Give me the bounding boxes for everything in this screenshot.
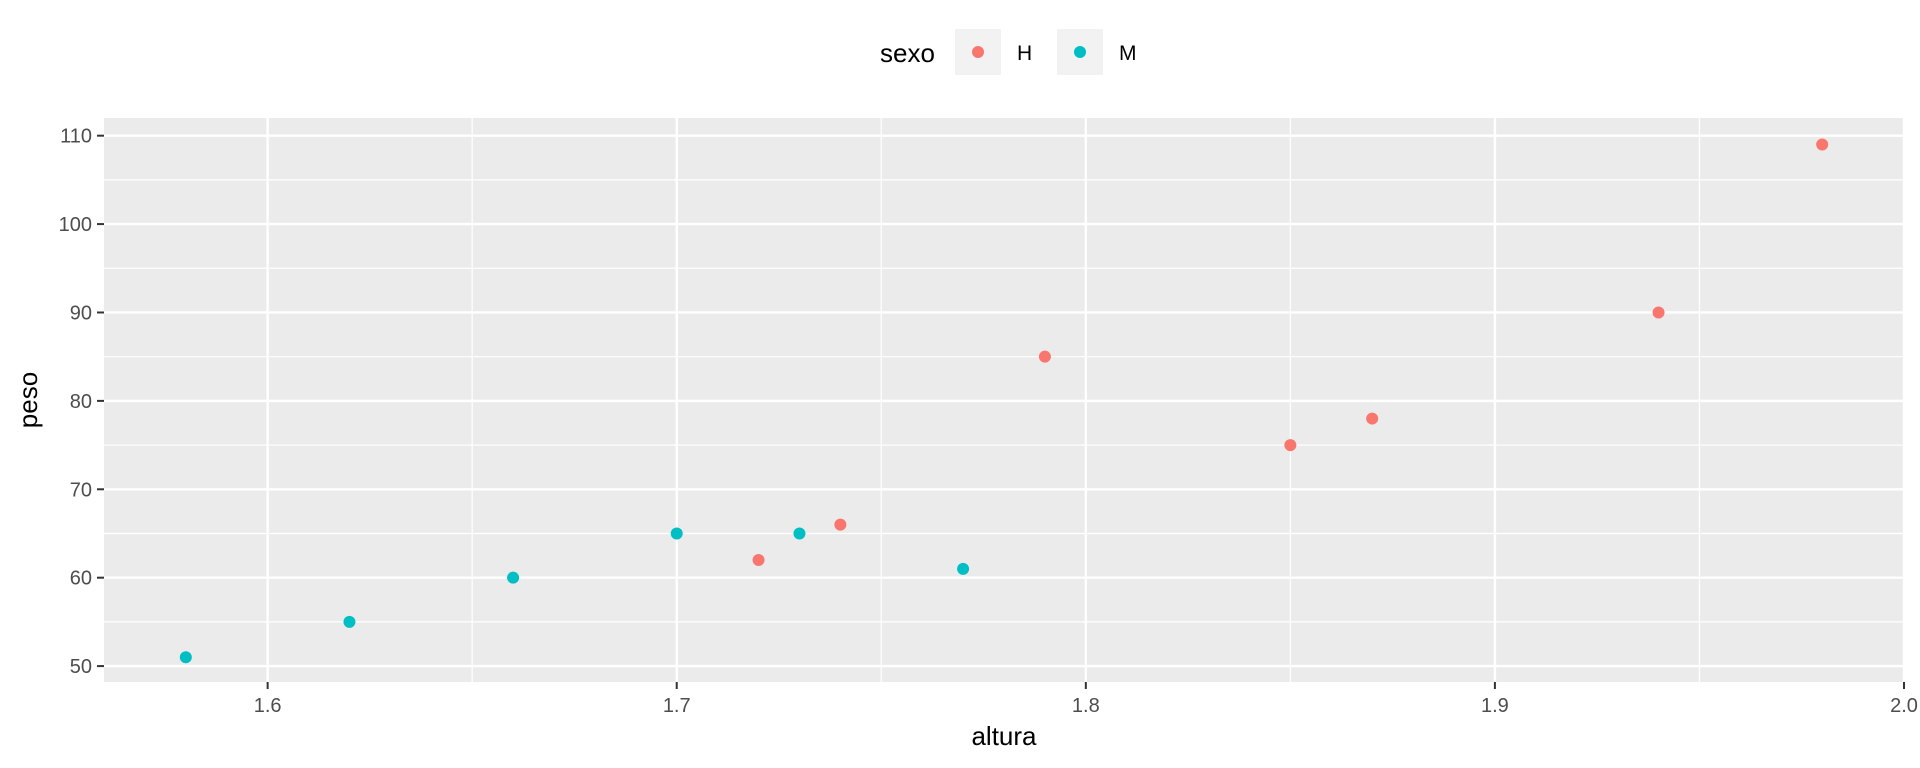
x-tick-label: 1.7 [663,695,691,717]
data-point-m [670,527,683,540]
y-tick-label: 80 [70,391,92,413]
y-tick-label: 60 [70,568,92,590]
legend-label-m: M [1119,42,1137,65]
data-point-m [343,615,356,628]
y-tick-label: 110 [60,126,92,148]
y-tick-label: 90 [70,302,92,324]
y-axis-title: peso [13,372,43,428]
legend-label-h: H [1017,42,1032,65]
data-point-h [1366,412,1379,425]
y-tick-label: 50 [70,656,92,678]
y-axis: 50 60 70 80 90 100 110 [59,126,104,678]
x-tick-label: 1.6 [254,695,282,717]
legend: sexo H M [880,29,1137,75]
legend-marker-m [1074,46,1086,58]
data-point-h [1038,350,1051,363]
x-tick-label: 2.0 [1890,695,1918,717]
data-point-m [179,651,192,664]
grid-major [104,118,1906,682]
x-tick-label: 1.8 [1072,695,1100,717]
data-point-m [793,527,806,540]
data-point-h [834,518,847,531]
legend-title: sexo [880,38,935,68]
x-tick-label: 1.9 [1481,695,1509,717]
data-points [179,138,1829,664]
data-point-h [752,554,765,567]
x-axis: 1.6 1.7 1.8 1.9 2.0 [254,682,1918,717]
data-point-m [957,562,970,575]
data-point-h [1284,439,1297,452]
y-tick-label: 70 [70,479,92,501]
data-point-h [1652,306,1665,319]
data-point-m [507,571,520,584]
y-tick-label: 100 [59,214,92,236]
x-axis-title: altura [971,721,1037,751]
legend-marker-h [972,46,984,58]
data-point-h [1816,138,1829,151]
